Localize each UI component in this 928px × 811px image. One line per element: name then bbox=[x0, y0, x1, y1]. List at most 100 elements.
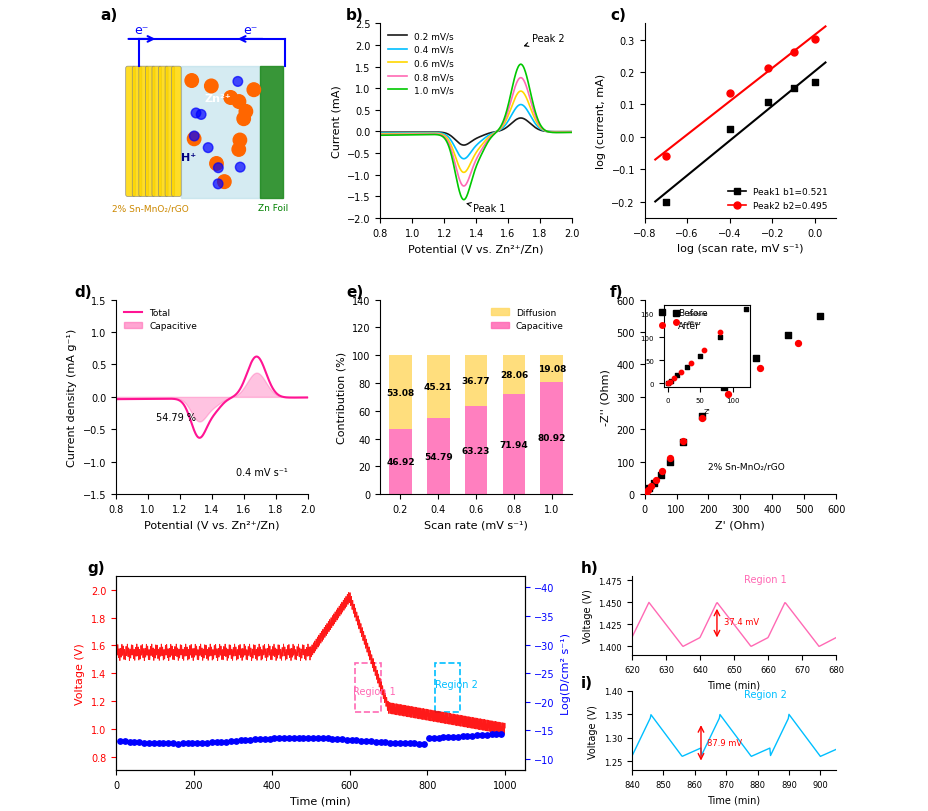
Total bbox=[302, 393, 313, 403]
0.4 mV/s bbox=[566, 128, 577, 138]
0.2 mV/s bbox=[478, 131, 489, 140]
Bar bbox=[427, 418, 449, 495]
Y-axis label: Current (mA): Current (mA) bbox=[331, 85, 342, 158]
Bar bbox=[181, 67, 260, 200]
Point bbox=[218, 735, 233, 748]
0.4 mV/s bbox=[561, 128, 573, 138]
Point bbox=[658, 151, 673, 164]
Point bbox=[122, 736, 137, 749]
Point bbox=[262, 732, 277, 745]
Point bbox=[296, 732, 311, 744]
Before bbox=[694, 410, 709, 423]
Point bbox=[786, 82, 801, 95]
Point bbox=[387, 736, 402, 749]
0.2 mV/s bbox=[532, 125, 543, 135]
FancyBboxPatch shape bbox=[125, 67, 135, 197]
Point bbox=[431, 732, 445, 744]
Point bbox=[286, 732, 301, 744]
Circle shape bbox=[189, 132, 199, 142]
Circle shape bbox=[232, 144, 245, 157]
Text: Region 2: Region 2 bbox=[743, 689, 786, 699]
Total bbox=[203, 419, 214, 429]
0.8 mV/s bbox=[489, 129, 500, 139]
X-axis label: Potential (V vs. Zn²⁺/Zn): Potential (V vs. Zn²⁺/Zn) bbox=[408, 244, 543, 254]
Circle shape bbox=[224, 92, 238, 105]
Point bbox=[722, 88, 737, 101]
Point bbox=[277, 732, 291, 744]
Line: 0.8 mV/s: 0.8 mV/s bbox=[380, 79, 572, 187]
Total bbox=[201, 422, 213, 431]
Text: 19.08: 19.08 bbox=[537, 364, 565, 374]
FancyBboxPatch shape bbox=[152, 67, 161, 197]
Text: i): i) bbox=[580, 676, 592, 690]
0.2 mV/s bbox=[515, 114, 526, 124]
0.6 mV/s bbox=[561, 128, 573, 138]
Text: 54.79 %: 54.79 % bbox=[156, 412, 196, 422]
Point bbox=[224, 735, 238, 748]
1.0 mV/s bbox=[532, 116, 543, 126]
Point bbox=[315, 732, 329, 744]
Text: 0.4 mV s⁻¹: 0.4 mV s⁻¹ bbox=[236, 467, 288, 477]
After bbox=[639, 484, 654, 497]
Point bbox=[209, 736, 224, 749]
Circle shape bbox=[233, 78, 242, 88]
Point bbox=[301, 732, 316, 744]
0.6 mV/s bbox=[566, 128, 577, 138]
Text: b): b) bbox=[345, 8, 363, 24]
Point bbox=[112, 735, 127, 748]
Circle shape bbox=[191, 109, 200, 118]
Circle shape bbox=[185, 75, 199, 88]
Text: Zn Foil: Zn Foil bbox=[258, 204, 288, 212]
1.0 mV/s bbox=[515, 60, 526, 70]
Text: 54.79: 54.79 bbox=[423, 452, 452, 461]
Point bbox=[257, 732, 272, 745]
Point bbox=[806, 34, 821, 47]
Text: Region 2: Region 2 bbox=[434, 679, 478, 689]
Point bbox=[320, 732, 335, 745]
Y-axis label: Voltage (V): Voltage (V) bbox=[75, 642, 85, 704]
Bar bbox=[464, 356, 487, 407]
Text: 63.23: 63.23 bbox=[461, 446, 490, 455]
After bbox=[719, 388, 734, 401]
Point bbox=[136, 736, 151, 749]
Circle shape bbox=[213, 180, 223, 190]
Line: 0.4 mV/s: 0.4 mV/s bbox=[380, 105, 572, 160]
Text: 53.08: 53.08 bbox=[386, 388, 414, 397]
0.4 mV/s bbox=[466, 147, 477, 157]
Point bbox=[281, 732, 296, 744]
Before bbox=[662, 456, 677, 469]
Circle shape bbox=[233, 134, 246, 148]
Point bbox=[479, 728, 494, 741]
Y-axis label: -Z'' (Ohm): -Z'' (Ohm) bbox=[600, 369, 611, 426]
Point bbox=[411, 737, 426, 750]
Bar bbox=[427, 356, 449, 418]
FancyBboxPatch shape bbox=[132, 67, 142, 197]
Text: H⁺: H⁺ bbox=[181, 152, 196, 162]
After bbox=[662, 453, 677, 466]
Text: g): g) bbox=[87, 560, 105, 575]
0.2 mV/s bbox=[466, 137, 477, 147]
Circle shape bbox=[238, 105, 252, 119]
X-axis label: log (scan rate, mV s⁻¹): log (scan rate, mV s⁻¹) bbox=[677, 244, 803, 254]
Text: Zn²⁺: Zn²⁺ bbox=[204, 94, 231, 104]
Point bbox=[290, 732, 305, 744]
Point bbox=[195, 736, 210, 749]
Point bbox=[272, 732, 287, 744]
Text: 28.06: 28.06 bbox=[499, 371, 527, 380]
1.0 mV/s bbox=[467, 173, 478, 182]
Point bbox=[238, 734, 252, 747]
Point bbox=[786, 47, 801, 60]
Text: Peak 2: Peak 2 bbox=[524, 33, 564, 47]
Point bbox=[759, 62, 774, 75]
Legend: Diffusion, Capacitive: Diffusion, Capacitive bbox=[486, 305, 567, 334]
Point bbox=[305, 732, 320, 744]
Point bbox=[141, 736, 156, 749]
Point bbox=[339, 733, 354, 746]
Before bbox=[675, 436, 690, 449]
Point bbox=[252, 732, 267, 745]
FancyBboxPatch shape bbox=[165, 67, 174, 197]
Point bbox=[127, 736, 142, 749]
Point bbox=[450, 730, 465, 743]
Point bbox=[806, 76, 821, 89]
Point bbox=[213, 736, 228, 749]
